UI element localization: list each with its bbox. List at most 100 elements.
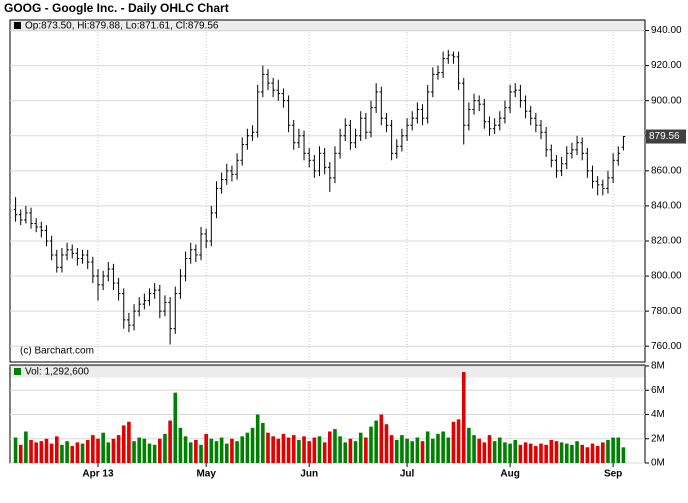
volume-bar — [34, 442, 38, 463]
last-price-label: 879.56 — [649, 131, 680, 142]
y-tick-label: 920.00 — [651, 60, 682, 71]
volume-bar — [616, 437, 621, 463]
volume-bar — [544, 444, 548, 463]
volume-bar — [137, 437, 142, 463]
volume-bar — [595, 446, 600, 463]
volume-bar — [415, 437, 420, 463]
volume-bar — [214, 441, 219, 463]
volume-bar — [147, 443, 152, 463]
volume-bar — [18, 444, 23, 463]
volume-bar — [188, 442, 193, 463]
y-tick-label: 0M — [651, 458, 665, 469]
volume-bar — [436, 433, 440, 463]
y-tick-label: 860.00 — [651, 165, 682, 176]
x-tick-label: May — [196, 469, 216, 480]
volume-bar — [209, 438, 214, 463]
price-header-strip — [10, 20, 645, 32]
volume-bar — [250, 427, 255, 463]
volume-bar — [379, 414, 384, 463]
y-tick-label: 2M — [651, 433, 665, 444]
volume-bar — [142, 438, 147, 463]
volume-bar — [425, 431, 430, 463]
volume-bar — [39, 441, 44, 463]
volume-bar — [127, 421, 131, 463]
volume-bar — [307, 441, 312, 463]
volume-bar — [44, 438, 49, 463]
last-price-box — [646, 129, 686, 144]
volume-bar — [590, 443, 595, 463]
volume-bar — [549, 439, 554, 463]
volume-bar — [394, 439, 399, 463]
volume-bar — [621, 447, 626, 463]
volume-bar — [554, 441, 559, 463]
y-tick-label: 900.00 — [651, 95, 682, 106]
volume-bar — [559, 442, 564, 463]
volume-bar — [266, 432, 270, 463]
volume-bar — [168, 420, 172, 463]
volume-bar — [461, 372, 466, 463]
volume-bar — [333, 429, 337, 463]
volume-bar — [111, 438, 116, 463]
volume-bar — [49, 443, 54, 463]
volume-bar — [528, 443, 533, 463]
grid-layer — [10, 30, 645, 464]
volume-bar — [523, 442, 528, 463]
volume-bar — [60, 444, 64, 463]
volume-bar — [606, 439, 610, 463]
volume-bar — [13, 437, 18, 463]
volume-bar — [312, 437, 317, 463]
volume-bar — [116, 435, 121, 463]
volume-bar — [420, 441, 425, 463]
credit: (c) Barchart.com — [20, 346, 94, 357]
y-tick-label: 760.00 — [651, 341, 682, 352]
volume-bar — [132, 441, 136, 463]
volume-bar — [101, 432, 105, 463]
y-tick-label: 780.00 — [651, 306, 682, 317]
volume-bar — [338, 436, 342, 463]
volume-bar — [230, 438, 234, 463]
volume-bar — [575, 441, 579, 463]
volume-bar — [199, 444, 203, 463]
volume-bar — [364, 437, 368, 463]
volume-bar — [286, 437, 291, 463]
volume-bar — [389, 435, 394, 463]
volume-bar — [497, 437, 502, 463]
volume-bar — [65, 441, 69, 463]
volume-bar — [75, 442, 80, 463]
volume-header-strip — [10, 366, 645, 378]
x-tick-label: Apr 13 — [82, 469, 114, 480]
volume-bar — [348, 438, 353, 463]
volume-bar — [322, 442, 327, 463]
volume-bar — [503, 442, 507, 463]
volume-bar — [472, 435, 476, 463]
x-tick-label: Jul — [400, 469, 415, 480]
volume-bar — [281, 433, 286, 463]
x-tick-label: Aug — [500, 469, 519, 480]
volume-bar — [80, 443, 85, 463]
plot-layer: 760.00780.00800.00820.00840.00860.00880.… — [10, 25, 686, 480]
volume-bar — [106, 442, 111, 463]
volume-bar — [219, 437, 224, 463]
volume-bar — [173, 392, 178, 463]
volume-bar — [601, 442, 605, 463]
volume-bar — [446, 437, 451, 463]
volume-bar — [467, 427, 471, 463]
volume-bar — [85, 439, 90, 463]
volume-bar — [580, 444, 585, 463]
volume-bar — [400, 435, 404, 463]
volume-bar — [163, 433, 167, 463]
volume-bar — [54, 436, 59, 463]
volume-bar — [482, 442, 487, 463]
volume-bar — [487, 435, 492, 463]
volume-bar — [121, 425, 126, 463]
volume-bar — [518, 444, 523, 463]
volume-bar — [369, 426, 373, 463]
volume-bar — [441, 431, 445, 463]
volume-bar — [384, 424, 389, 463]
volume-bar — [235, 441, 239, 463]
volume-bar — [327, 431, 332, 463]
volume-bar — [271, 436, 275, 463]
volume-bar — [178, 427, 183, 463]
ohlc-header: Op:873.50, Hi:879.88, Lo:871.61, Cl:879.… — [25, 21, 219, 32]
